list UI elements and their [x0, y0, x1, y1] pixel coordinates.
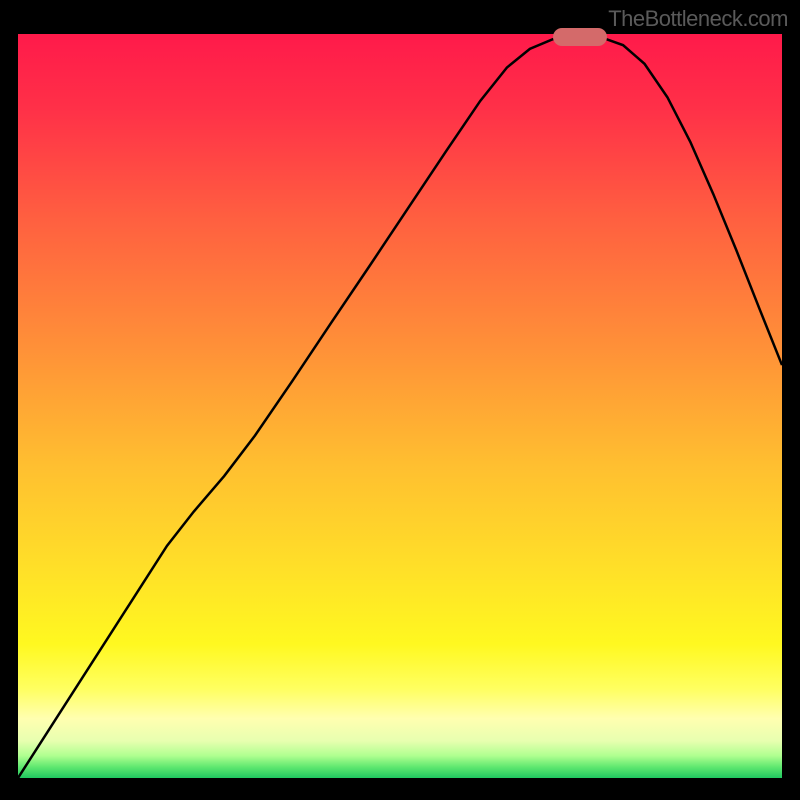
bottleneck-curve [18, 36, 782, 778]
plot-area [18, 34, 782, 778]
curve-layer [18, 34, 782, 778]
optimum-marker [553, 28, 607, 46]
watermark: TheBottleneck.com [608, 6, 788, 32]
